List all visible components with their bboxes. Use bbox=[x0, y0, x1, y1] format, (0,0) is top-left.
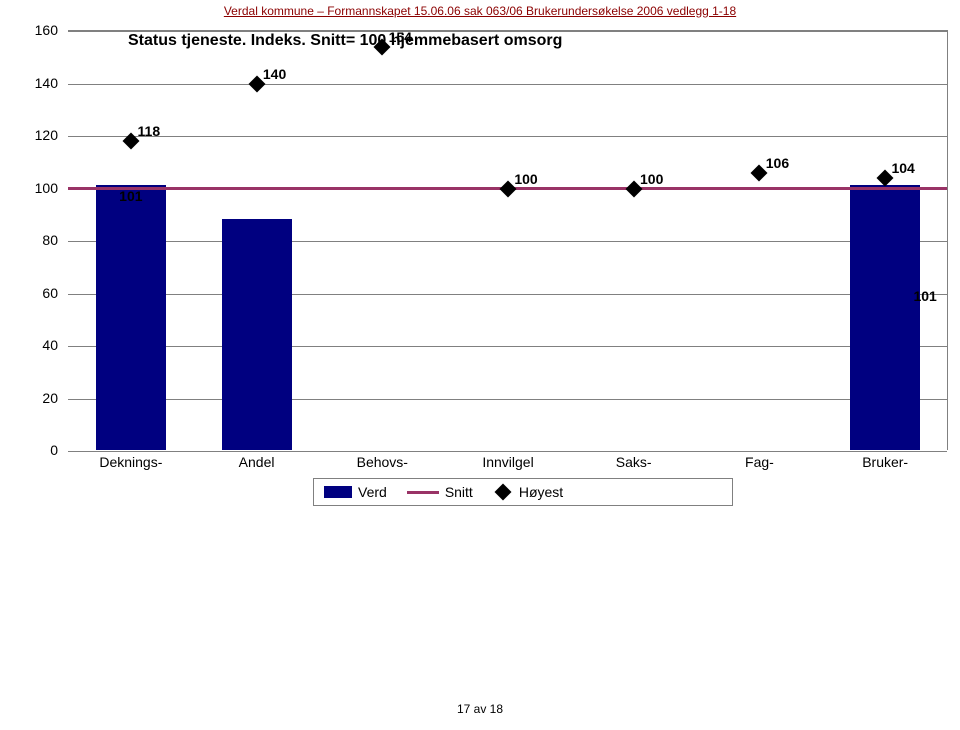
bar-value-label: 101 bbox=[913, 288, 936, 304]
legend-label: Snitt bbox=[445, 484, 473, 500]
gridline bbox=[68, 136, 947, 137]
x-category-label: Saks- bbox=[616, 455, 652, 470]
y-tick-label: 0 bbox=[18, 442, 58, 458]
bar bbox=[96, 185, 166, 450]
x-category-label: Behovs- bbox=[357, 455, 408, 470]
y-tick-label: 120 bbox=[18, 127, 58, 143]
gridline bbox=[68, 346, 947, 347]
gridline bbox=[68, 399, 947, 400]
y-tick-label: 140 bbox=[18, 75, 58, 91]
plot-area: 118 140 154 100 100 106 104 101 101 bbox=[68, 30, 948, 450]
y-tick-label: 100 bbox=[18, 180, 58, 196]
x-category-label: Andel bbox=[239, 455, 275, 470]
marker-label: 106 bbox=[766, 155, 789, 171]
document-header: Verdal kommune – Formannskapet 15.06.06 … bbox=[224, 4, 736, 18]
gridline bbox=[68, 31, 947, 32]
bar bbox=[850, 185, 920, 450]
legend-item-marker: Høyest bbox=[493, 484, 563, 500]
legend-swatch-marker bbox=[494, 484, 511, 501]
legend-item-bar: Verd bbox=[324, 484, 387, 500]
y-tick-label: 60 bbox=[18, 285, 58, 301]
marker-label: 100 bbox=[640, 171, 663, 187]
y-tick-label: 40 bbox=[18, 337, 58, 353]
marker-label: 140 bbox=[263, 66, 286, 82]
x-category-label: Fag- bbox=[745, 455, 774, 470]
marker-label: 118 bbox=[138, 123, 161, 139]
page-footer: 17 av 18 bbox=[457, 702, 503, 716]
bar-value-label: 101 bbox=[119, 188, 142, 204]
chart-container: Status tjeneste. Indeks. Snitt= 100 hjem… bbox=[8, 30, 952, 490]
x-category-label: Innvilgel bbox=[482, 455, 533, 470]
legend-label: Høyest bbox=[519, 484, 563, 500]
y-tick-label: 20 bbox=[18, 390, 58, 406]
legend-label: Verd bbox=[358, 484, 387, 500]
y-tick-label: 80 bbox=[18, 232, 58, 248]
marker-label: 104 bbox=[891, 160, 914, 176]
legend-swatch-line bbox=[407, 491, 439, 494]
legend-swatch-bar bbox=[324, 486, 352, 498]
gridline bbox=[68, 241, 947, 242]
x-category-label: Bruker- bbox=[862, 455, 908, 470]
chart-legend: Verd Snitt Høyest bbox=[313, 478, 733, 506]
x-category-label: Deknings- bbox=[99, 455, 162, 470]
legend-item-line: Snitt bbox=[407, 484, 473, 500]
marker-label: 154 bbox=[389, 29, 412, 45]
marker-label: 100 bbox=[514, 171, 537, 187]
gridline bbox=[68, 84, 947, 85]
bar bbox=[222, 219, 292, 450]
gridline bbox=[68, 294, 947, 295]
gridline bbox=[68, 451, 947, 452]
y-tick-label: 160 bbox=[18, 22, 58, 38]
